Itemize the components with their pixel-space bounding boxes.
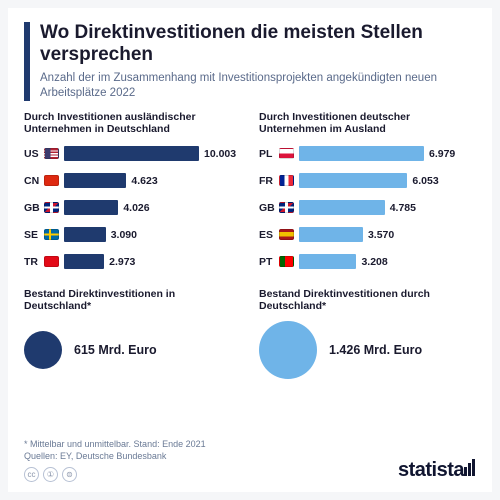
chart-left-title: Durch Investitionen ausländischer Untern… [24, 111, 241, 136]
bar-value: 4.623 [131, 175, 157, 187]
bar-value: 2.973 [109, 256, 135, 268]
bar [64, 173, 126, 188]
country-code: PT [259, 256, 279, 268]
country-code: TR [24, 256, 44, 268]
statista-logo: statista [398, 459, 476, 482]
total-left: Bestand Direktinvestitionen in Deutschla… [24, 288, 241, 381]
bar-value: 4.785 [390, 202, 416, 214]
total-right-title: Bestand Direktinvestitionen durch Deutsc… [259, 288, 476, 313]
license-icons: cc ① ⊜ [24, 467, 206, 482]
flag-icon [44, 175, 59, 186]
bar-value: 4.026 [123, 202, 149, 214]
bar-value: 6.053 [412, 175, 438, 187]
bar-row: GB 4.785 [259, 197, 476, 219]
bar [64, 227, 106, 242]
bar [64, 146, 199, 161]
bar-row: FR 6.053 [259, 170, 476, 192]
bar-row: PL 6.979 [259, 143, 476, 165]
chart-right-title: Durch Investitionen deutscher Unternehme… [259, 111, 476, 136]
header: Wo Direktinvestitionen die meisten Stell… [24, 22, 476, 101]
bar-value: 6.979 [429, 148, 455, 160]
by-icon: ① [43, 467, 58, 482]
bar [64, 254, 104, 269]
flag-icon [44, 202, 59, 213]
country-code: GB [259, 202, 279, 214]
title: Wo Direktinvestitionen die meisten Stell… [40, 22, 476, 66]
bar-row: US 10.003 [24, 143, 241, 165]
country-code: PL [259, 148, 279, 160]
bar-row: GB 4.026 [24, 197, 241, 219]
country-code: FR [259, 175, 279, 187]
flag-icon [279, 148, 294, 159]
bar [299, 200, 385, 215]
country-code: CN [24, 175, 44, 187]
subtitle: Anzahl der im Zusammenhang mit Investiti… [40, 71, 476, 101]
total-right-value: 1.426 Mrd. Euro [329, 343, 422, 357]
bar [64, 200, 118, 215]
footnote-1: * Mittelbar und unmittelbar. Stand: Ende… [24, 438, 206, 450]
bar-row: SE 3.090 [24, 224, 241, 246]
flag-icon [279, 256, 294, 267]
flag-icon [44, 229, 59, 240]
total-left-title: Bestand Direktinvestitionen in Deutschla… [24, 288, 241, 313]
total-left-circle [24, 331, 62, 369]
charts: Durch Investitionen ausländischer Untern… [24, 111, 476, 278]
chart-left: Durch Investitionen ausländischer Untern… [24, 111, 241, 278]
accent-bar [24, 22, 30, 101]
bar-value: 3.090 [111, 229, 137, 241]
bar [299, 254, 356, 269]
bar-value: 3.208 [361, 256, 387, 268]
total-left-value: 615 Mrd. Euro [74, 343, 157, 357]
infographic-card: Wo Direktinvestitionen die meisten Stell… [8, 8, 492, 492]
flag-icon [44, 148, 59, 159]
bar [299, 146, 424, 161]
bar-row: TR 2.973 [24, 251, 241, 273]
footnote-2: Quellen: EY, Deutsche Bundesbank [24, 450, 206, 462]
nd-icon: ⊜ [62, 467, 77, 482]
cc-icon: cc [24, 467, 39, 482]
country-code: US [24, 148, 44, 160]
country-code: SE [24, 229, 44, 241]
flag-icon [279, 202, 294, 213]
bar-row: PT 3.208 [259, 251, 476, 273]
bar-value: 10.003 [204, 148, 236, 160]
bar [299, 173, 407, 188]
chart-right: Durch Investitionen deutscher Unternehme… [259, 111, 476, 278]
bar [299, 227, 363, 242]
total-right-circle [259, 321, 317, 379]
totals: Bestand Direktinvestitionen in Deutschla… [24, 288, 476, 381]
bar-value: 3.570 [368, 229, 394, 241]
bar-row: CN 4.623 [24, 170, 241, 192]
country-code: GB [24, 202, 44, 214]
flag-icon [44, 256, 59, 267]
footer: * Mittelbar und unmittelbar. Stand: Ende… [24, 438, 476, 482]
country-code: ES [259, 229, 279, 241]
flag-icon [279, 175, 294, 186]
total-right: Bestand Direktinvestitionen durch Deutsc… [259, 288, 476, 381]
bar-row: ES 3.570 [259, 224, 476, 246]
flag-icon [279, 229, 294, 240]
